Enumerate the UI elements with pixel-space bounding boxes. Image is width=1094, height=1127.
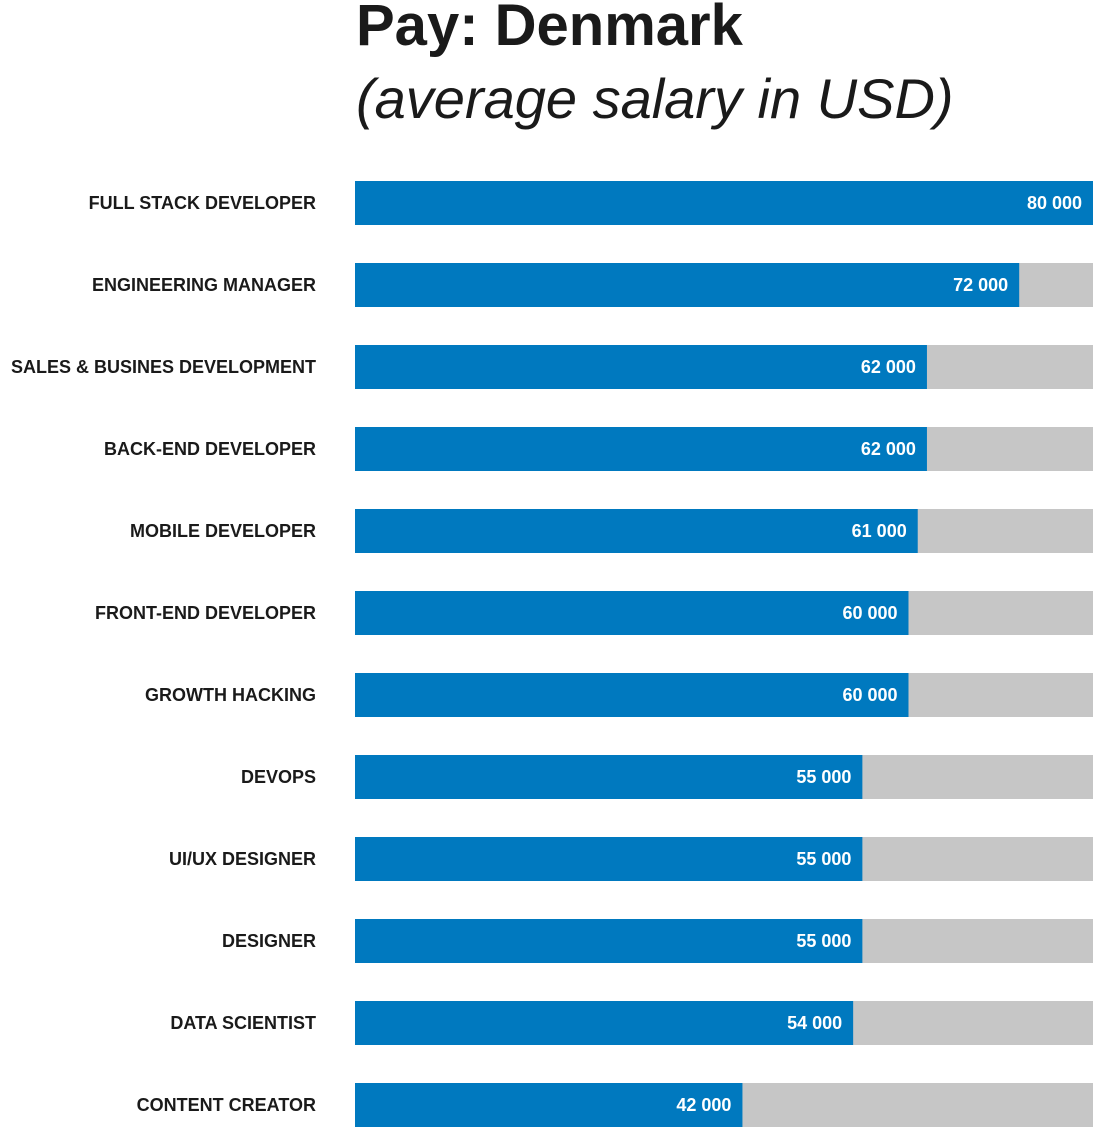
bar-row: DATA SCIENTIST 54 000 xyxy=(170,1001,1093,1045)
bar-row: SALES & BUSINES DEVELOPMENT 62 000 xyxy=(11,345,1093,389)
bar-row: DEVOPS 55 000 xyxy=(241,755,1093,799)
bar xyxy=(355,673,909,717)
value-label: 62 000 xyxy=(861,357,916,377)
category-label: ENGINEERING MANAGER xyxy=(92,275,316,295)
value-label: 55 000 xyxy=(796,849,851,869)
bar xyxy=(355,919,863,963)
bar xyxy=(355,1001,854,1045)
bar-row: DESIGNER 55 000 xyxy=(222,919,1093,963)
category-label: FULL STACK DEVELOPER xyxy=(89,193,316,213)
bar-row: MOBILE DEVELOPER 61 000 xyxy=(130,509,1093,553)
bar xyxy=(355,591,909,635)
value-label: 60 000 xyxy=(842,603,897,623)
bar xyxy=(355,263,1020,307)
bar xyxy=(355,837,863,881)
value-label: 60 000 xyxy=(842,685,897,705)
category-label: DESIGNER xyxy=(222,931,316,951)
category-label: SALES & BUSINES DEVELOPMENT xyxy=(11,357,316,377)
bar-row: BACK-END DEVELOPER 62 000 xyxy=(104,427,1093,471)
value-label: 42 000 xyxy=(676,1095,731,1115)
category-label: MOBILE DEVELOPER xyxy=(130,521,316,541)
chart-title: Pay: Denmark xyxy=(356,0,743,58)
bar xyxy=(355,509,918,553)
value-label: 72 000 xyxy=(953,275,1008,295)
category-label: GROWTH HACKING xyxy=(145,685,316,705)
value-label: 62 000 xyxy=(861,439,916,459)
category-label: DATA SCIENTIST xyxy=(170,1013,316,1033)
bar-row: CONTENT CREATOR 42 000 xyxy=(137,1083,1093,1127)
bar-row: UI/UX DESIGNER 55 000 xyxy=(169,837,1093,881)
bar xyxy=(355,427,927,471)
bar xyxy=(355,345,927,389)
value-label: 55 000 xyxy=(796,767,851,787)
category-label: UI/UX DESIGNER xyxy=(169,849,316,869)
bar-row: FULL STACK DEVELOPER 80 000 xyxy=(89,181,1093,225)
category-label: BACK-END DEVELOPER xyxy=(104,439,316,459)
value-label: 54 000 xyxy=(787,1013,842,1033)
bar-row: ENGINEERING MANAGER 72 000 xyxy=(92,263,1093,307)
bar xyxy=(355,1083,743,1127)
value-label: 55 000 xyxy=(796,931,851,951)
bar xyxy=(355,181,1093,225)
category-label: FRONT-END DEVELOPER xyxy=(95,603,316,623)
chart-subtitle: (average salary in USD) xyxy=(356,67,954,130)
bar-row: GROWTH HACKING 60 000 xyxy=(145,673,1093,717)
category-label: CONTENT CREATOR xyxy=(137,1095,316,1115)
value-label: 80 000 xyxy=(1027,193,1082,213)
bar xyxy=(355,755,863,799)
bar-row: FRONT-END DEVELOPER 60 000 xyxy=(95,591,1093,635)
value-label: 61 000 xyxy=(852,521,907,541)
category-label: DEVOPS xyxy=(241,767,316,787)
